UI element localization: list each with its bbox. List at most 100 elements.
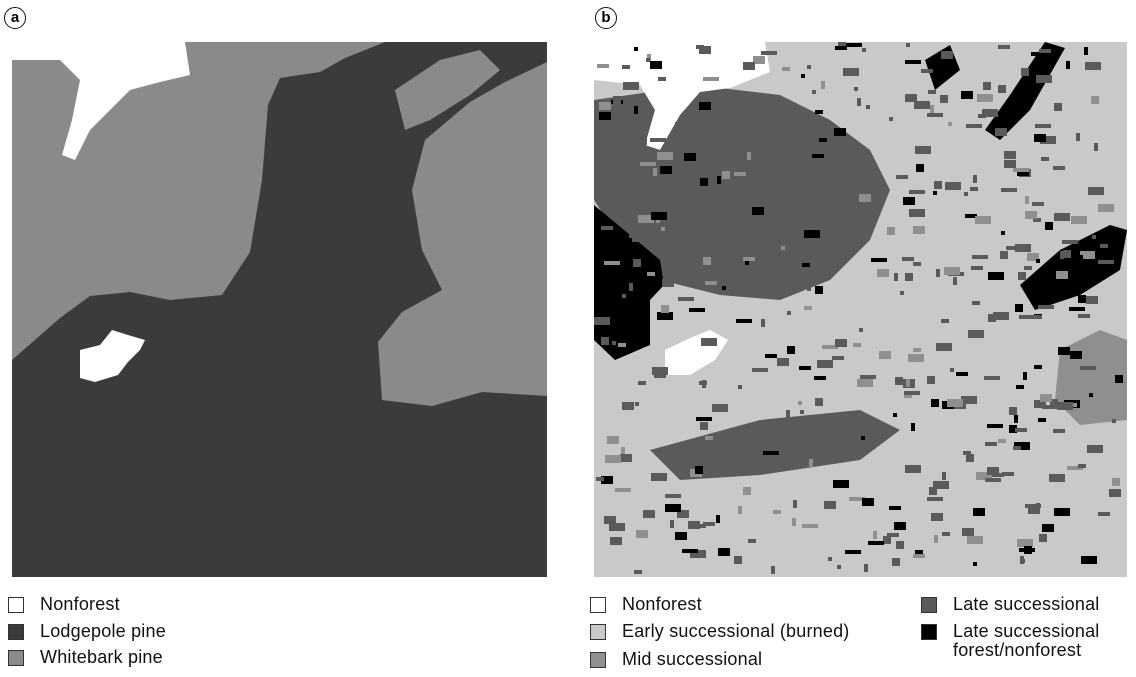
speckle [599, 173, 615, 177]
speckle [1089, 371, 1093, 379]
speckle [1031, 52, 1039, 56]
speckle [623, 82, 639, 90]
legend-swatch [921, 597, 937, 613]
speckle [983, 82, 991, 90]
speckle [629, 230, 641, 238]
speckle [906, 379, 910, 387]
speckle [909, 209, 925, 217]
speckle [665, 504, 681, 512]
speckle [634, 570, 642, 574]
speckle [786, 410, 790, 418]
speckle [1001, 231, 1005, 235]
speckle [1035, 124, 1051, 128]
speckle [629, 283, 633, 291]
speckle [703, 257, 711, 265]
speckle [892, 558, 900, 566]
speckle [1020, 556, 1024, 564]
speckle [750, 463, 758, 467]
speckle [1092, 235, 1096, 239]
speckle [701, 338, 717, 346]
speckle [1004, 151, 1016, 159]
speckle [753, 238, 761, 242]
speckle [931, 513, 943, 521]
speckle [651, 473, 667, 481]
speckle [682, 549, 698, 553]
speckle [1032, 202, 1044, 206]
legend-item: Nonforest [8, 595, 310, 614]
speckle [689, 308, 705, 312]
panel-label: a [4, 7, 26, 29]
speckle [734, 172, 746, 176]
legend-item: Nonforest [590, 595, 892, 614]
legend-label: Nonforest [622, 595, 892, 614]
speckle [747, 152, 751, 160]
speckle [1040, 394, 1052, 402]
speckle [941, 51, 953, 59]
speckle [953, 277, 957, 285]
speckle [743, 257, 755, 261]
speckle [670, 520, 674, 528]
speckle [978, 114, 986, 118]
speckle [678, 297, 694, 301]
speckle [640, 162, 656, 166]
speckle [613, 96, 621, 104]
speckle [1015, 244, 1031, 252]
speckle [987, 467, 999, 475]
speckle [684, 168, 692, 172]
speckle [765, 354, 777, 358]
speckle [716, 432, 720, 440]
speckle [615, 488, 631, 492]
speckle [745, 261, 749, 265]
speckle [883, 536, 891, 544]
speckle [777, 358, 789, 366]
speckle [743, 487, 751, 495]
speckle [936, 269, 940, 277]
speckle [950, 368, 954, 372]
speckle [972, 255, 988, 259]
speckle [675, 532, 687, 540]
speckle [761, 51, 777, 55]
speckle [1069, 307, 1085, 311]
speckle [787, 311, 791, 315]
speckle [652, 367, 668, 375]
speckle [998, 85, 1006, 93]
speckle [635, 402, 639, 406]
speckle [903, 197, 915, 205]
speckle [933, 191, 937, 195]
legend-item: Lodgepole pine [8, 622, 310, 641]
speckle [771, 440, 783, 444]
legend-swatch [8, 650, 24, 666]
speckle [604, 516, 616, 524]
legend-label: Lodgepole pine [40, 622, 310, 641]
speckle [717, 176, 721, 184]
speckle [945, 182, 961, 190]
speckle [984, 376, 1000, 380]
speckle [1088, 187, 1104, 195]
speckle [859, 194, 871, 202]
legend-label: Nonforest [40, 595, 310, 614]
speckle [1098, 512, 1110, 516]
speckle [896, 541, 904, 549]
speckle [934, 181, 942, 189]
speckle [835, 46, 847, 50]
speckle [1038, 418, 1046, 422]
speckle [738, 385, 742, 389]
speckle [921, 69, 933, 73]
speckle [802, 524, 818, 528]
speckle [1025, 211, 1037, 219]
speckle [962, 528, 974, 536]
speckle [1098, 204, 1114, 212]
speckle [971, 266, 983, 270]
speckle [1070, 351, 1082, 359]
speckle [696, 417, 712, 421]
speckle [1002, 472, 1014, 476]
speckle [773, 510, 781, 514]
speckle [1094, 143, 1098, 151]
speckle [998, 439, 1006, 443]
speckle [705, 281, 717, 285]
speckle [889, 117, 893, 121]
speckle [651, 212, 667, 220]
speckle [1015, 428, 1027, 432]
speckle [913, 348, 921, 352]
speckle [718, 548, 730, 556]
